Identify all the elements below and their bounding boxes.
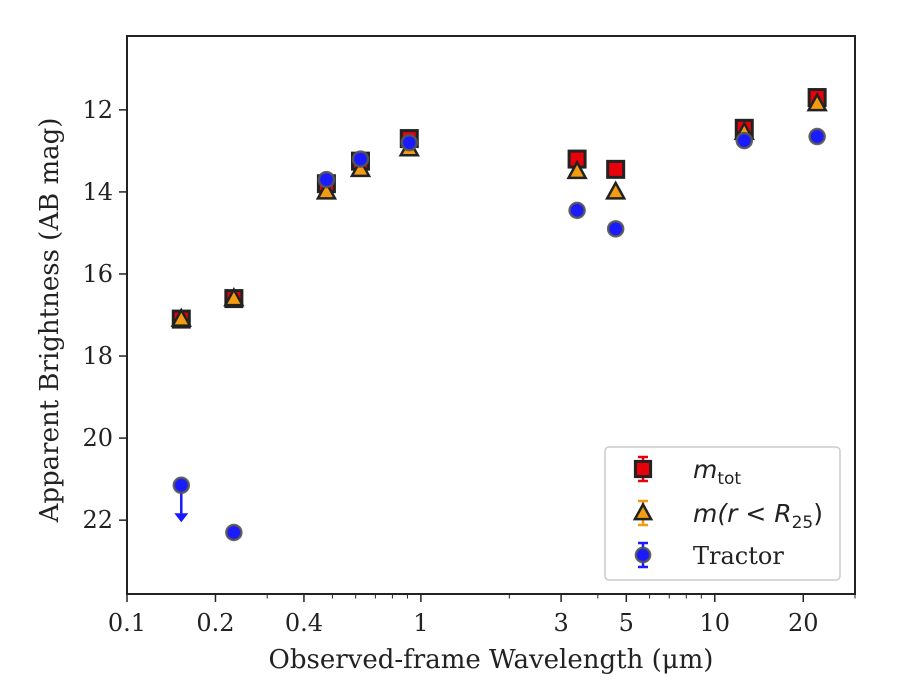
tractor-point	[808, 127, 826, 146]
legend-marker	[632, 501, 654, 521]
mr25-point	[349, 157, 372, 178]
x-tick-label: 10	[700, 609, 731, 637]
series-mtot	[171, 88, 827, 329]
series-tractor	[172, 127, 826, 542]
x-axis: 0.1 0.2 0.4 1 3 5 10 20	[108, 594, 856, 637]
tractor-point	[735, 131, 754, 150]
x-tick-label: 20	[788, 609, 819, 637]
tractor-point	[172, 476, 191, 495]
upper-limit-arrow-head	[174, 513, 189, 523]
x-tick-label: 3	[553, 609, 568, 637]
mr25-point	[315, 180, 338, 200]
x-tick-label: 0.2	[196, 609, 234, 637]
y-tick-label: 20	[82, 424, 113, 452]
y-tick-label: 14	[82, 178, 113, 206]
legend-label: Tractor	[693, 542, 784, 570]
legend-marker	[633, 459, 653, 479]
mr25-point	[604, 180, 627, 200]
marks-layer	[170, 88, 828, 542]
tractor-point	[400, 133, 419, 152]
mr25-point	[806, 92, 828, 112]
mr25-point	[170, 307, 192, 327]
mr25-point	[223, 287, 245, 307]
legend-label: m(r < R25)	[693, 499, 823, 533]
x-tick-label: 5	[619, 609, 634, 637]
tractor-point	[568, 201, 586, 220]
x-axis-title: Observed-frame Wavelength (μm)	[269, 645, 714, 675]
legend: mtot m(r < R25) Tractor	[604, 446, 841, 581]
y-axis: 12 14 16 18 20 22	[82, 96, 127, 534]
tractor-point	[317, 170, 336, 189]
legend-label: mtot	[693, 455, 741, 489]
tractor-point	[225, 523, 243, 542]
y-tick-label: 22	[82, 506, 113, 534]
tractor-point	[351, 150, 370, 168]
y-tick-label: 18	[82, 342, 113, 370]
y-axis-title: Apparent Brightness (AB mag)	[35, 118, 65, 524]
legend-marker	[634, 546, 652, 564]
x-tick-label: 0.4	[285, 609, 323, 637]
legend-box	[604, 446, 841, 581]
y-tick-label: 16	[82, 260, 113, 288]
series-mr25	[170, 92, 828, 327]
plot-frame	[126, 35, 856, 595]
mtot-point	[606, 159, 626, 179]
y-tick-label: 12	[82, 96, 113, 124]
mr25-point	[566, 159, 588, 180]
tractor-point	[606, 220, 625, 238]
x-tick-label: 1	[413, 609, 428, 637]
x-tick-label: 0.1	[108, 609, 146, 637]
